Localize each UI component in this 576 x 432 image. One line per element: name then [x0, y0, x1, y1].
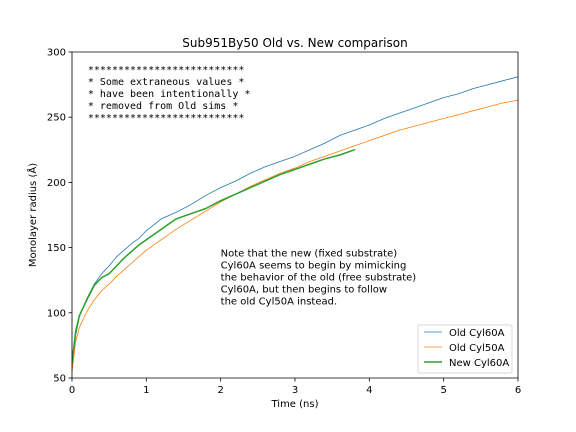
- x-axis-label: Time (ns): [270, 399, 318, 410]
- x-tick-label-1: 1: [143, 385, 149, 396]
- x-tick-label-2: 2: [217, 385, 223, 396]
- y-tick-label-50: 50: [53, 374, 66, 385]
- legend-label-1: Old Cyl60A: [449, 328, 505, 339]
- y-axis-label: Monolayer radius (Å): [26, 163, 39, 267]
- x-tick-label-6: 6: [515, 385, 521, 396]
- annotation-note-line-4: Cyl60A, but then begins to follow: [221, 285, 387, 296]
- chart-title: Sub951By50 Old vs. New comparison: [182, 36, 407, 50]
- x-tick-label-4: 4: [366, 385, 372, 396]
- annotation-note-line-3: the behavior of the old (free substrate): [221, 273, 417, 284]
- plot-area: [72, 52, 518, 378]
- axes-group: 0 1 2 3 4 5 6 50 100 150 200 250 300 Time (ns) Monolay…: [26, 48, 521, 411]
- annotation-note-line-2: Cyl60A seems to begin by mimicking: [221, 261, 407, 272]
- series-line-3: [72, 149, 356, 364]
- annotation-box-line-4: * removed from Old sims *: [88, 101, 239, 112]
- annotation-box-line-2: * Some extraneous values *: [88, 77, 245, 88]
- y-tick-label-250: 250: [47, 113, 66, 124]
- y-tick-label-100: 100: [47, 308, 66, 319]
- annotation-box-line-1: **************************: [88, 65, 245, 76]
- legend-label-3: New Cyl60A: [449, 358, 509, 369]
- y-tick-label-200: 200: [47, 178, 66, 189]
- x-tick-label-0: 0: [69, 385, 75, 396]
- legend: Old Cyl60A Old Cyl50A New Cyl60A: [417, 324, 513, 374]
- series-line-1: [72, 76, 518, 366]
- annotation-note-line-1: Note that the new (fixed substrate): [221, 249, 398, 260]
- x-tick-label-3: 3: [292, 385, 298, 396]
- annotation-box-line-5: **************************: [88, 113, 245, 124]
- legend-label-2: Old Cyl50A: [449, 343, 505, 354]
- legend-box: [417, 324, 513, 374]
- annotation-note-line-5: the old Cyl50A instead.: [221, 297, 338, 308]
- series-group: [72, 76, 518, 372]
- series-line-2: [72, 99, 518, 372]
- annotation-box-line-3: * have been intentionally *: [88, 89, 251, 100]
- y-tick-label-300: 300: [47, 48, 66, 59]
- annotations-group: *************************** Some extrane…: [88, 65, 416, 308]
- y-tick-label-150: 150: [47, 243, 66, 254]
- x-tick-label-5: 5: [440, 385, 446, 396]
